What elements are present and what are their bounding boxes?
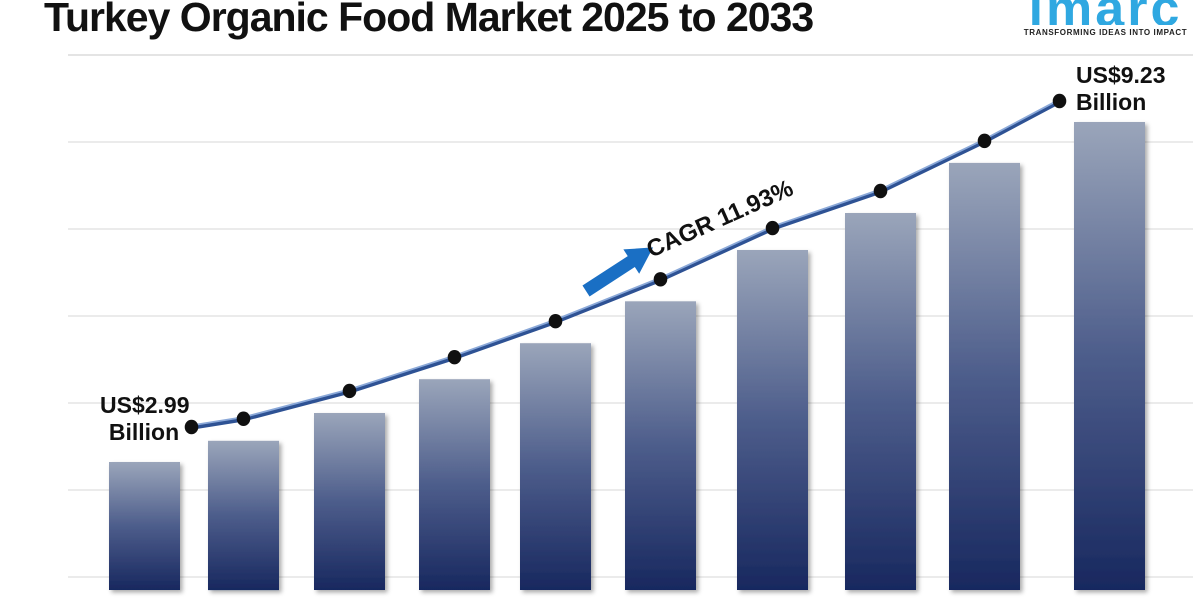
logo-wordmark-clip: imarc	[1023, 0, 1188, 25]
growth-arrow-icon	[582, 247, 654, 297]
data-point-marker	[184, 419, 199, 435]
chart-title: Turkey Organic Food Market 2025 to 2033	[44, 0, 814, 40]
bar	[109, 462, 180, 590]
end-value-label: US$9.23 Billion	[1076, 62, 1168, 116]
logo-wordmark: imarc	[1023, 0, 1188, 25]
data-point-marker	[977, 133, 992, 149]
data-point-marker	[236, 411, 251, 426]
start-value-unit: Billion	[108, 419, 180, 445]
bar	[208, 440, 279, 591]
trend-line	[189, 99, 1062, 430]
bar	[737, 250, 808, 590]
data-point-marker	[765, 220, 780, 236]
markers-group	[184, 93, 1067, 435]
bar	[520, 343, 591, 590]
data-point-marker	[548, 314, 563, 329]
bar	[845, 213, 916, 590]
end-value-unit: Billion	[1076, 89, 1147, 115]
logo-tagline: TRANSFORMING IDEAS INTO IMPACT	[1023, 28, 1188, 37]
start-value-label: US$2.99 Billion	[100, 392, 190, 446]
bar	[419, 379, 490, 590]
bar	[949, 162, 1020, 590]
bar	[1074, 122, 1145, 590]
trend-line-highlight	[190, 98, 1061, 427]
data-point-marker	[1052, 93, 1067, 109]
data-point-marker	[653, 272, 668, 287]
bars-group	[109, 122, 1145, 591]
start-value-amount: US$2.99	[100, 392, 190, 418]
trend-line-group	[189, 98, 1062, 430]
data-point-marker	[447, 349, 462, 365]
imarc-logo: imarc TRANSFORMING IDEAS INTO IMPACT	[1023, 0, 1188, 37]
end-value-amount: US$9.23	[1076, 62, 1166, 88]
bar	[314, 413, 385, 590]
data-point-marker	[342, 383, 357, 399]
bar	[625, 301, 696, 590]
data-point-marker	[873, 183, 888, 199]
